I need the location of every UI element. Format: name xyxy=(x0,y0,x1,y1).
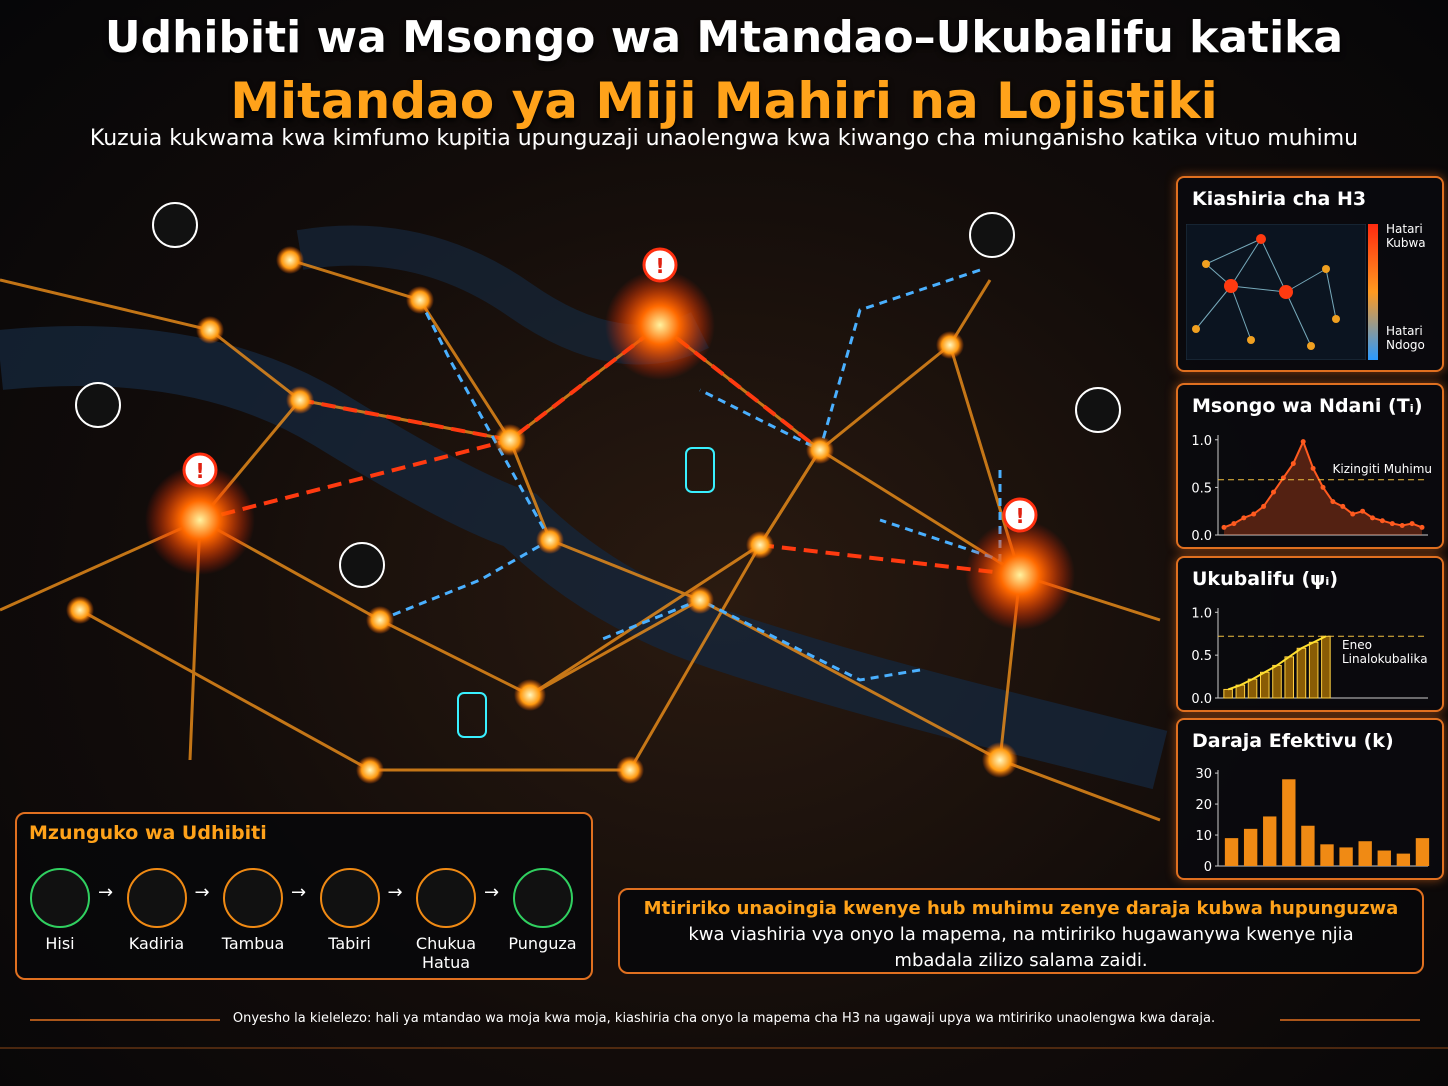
bar xyxy=(1284,656,1294,699)
svg-text:!: ! xyxy=(655,254,664,278)
point xyxy=(1340,503,1346,509)
chart-panel: Daraja Efektivu (k) 0 10 20 30 xyxy=(1176,718,1444,880)
svg-text:!: ! xyxy=(195,459,204,483)
y-tick-label: 20 xyxy=(1195,798,1212,813)
step-icon xyxy=(512,868,573,928)
trend-line xyxy=(1227,635,1327,691)
y-tick-label: 0.5 xyxy=(1191,649,1212,664)
y-tick-label: 0 xyxy=(1204,860,1212,875)
point xyxy=(1360,508,1366,514)
bar xyxy=(1296,647,1307,699)
bar xyxy=(1415,838,1430,866)
panel-title: Ukubalifu (ψᵢ) xyxy=(1192,568,1339,590)
point xyxy=(1379,518,1385,524)
callout-highlight: Mtiririko unaoingia kwenye hub muhimu ze… xyxy=(643,898,1399,919)
bar xyxy=(1377,850,1391,866)
point xyxy=(1350,511,1356,517)
bar xyxy=(1301,825,1315,866)
subtitle: Kuzuia kukwama kwa kimfumo kupitia upung… xyxy=(89,126,1359,151)
panel-title: Kiashiria cha H3 xyxy=(1192,188,1367,210)
mini-chart: 0 10 20 30 xyxy=(1195,767,1430,875)
step-icon xyxy=(416,868,476,928)
bar xyxy=(1260,671,1270,699)
point xyxy=(1261,503,1267,509)
title-line-2: Mitandao ya Miji Mahiri na Lojistiki xyxy=(230,72,1218,130)
point xyxy=(1370,515,1375,521)
h3-network xyxy=(1186,224,1366,360)
y-tick-label: 1.0 xyxy=(1191,434,1212,449)
panel-title: Msongo wa Ndani (Tᵢ) xyxy=(1192,395,1423,417)
point xyxy=(1399,522,1405,528)
bar xyxy=(1320,844,1334,866)
step-arrow: → xyxy=(387,882,403,903)
point xyxy=(1280,475,1286,481)
callout: Mtiririko unaoingia kwenye hub muhimu ze… xyxy=(618,888,1424,974)
step-label: Hisi xyxy=(45,934,75,953)
point xyxy=(1409,521,1415,527)
step-icon xyxy=(126,868,187,928)
mini-chart: 0.0 0.5 1.0 xyxy=(1191,434,1428,544)
mini-chart: 0.0 0.5 1.0 xyxy=(1191,606,1428,707)
step-icon xyxy=(223,868,283,928)
bar xyxy=(1396,853,1411,866)
step-icon xyxy=(30,868,90,928)
point xyxy=(1300,439,1306,445)
bar xyxy=(1243,828,1258,866)
bar xyxy=(1358,841,1372,866)
bar xyxy=(1263,816,1277,866)
point xyxy=(1241,515,1247,521)
control-loop: Mzunguko wa Udhibiti Hisi → Kadiria → Tambua… xyxy=(15,812,593,980)
title-line-1: Udhibiti wa Msongo wa Mtandao–Ukubalifu … xyxy=(104,12,1344,63)
step-label: Tambua xyxy=(221,934,285,953)
point xyxy=(1419,524,1425,530)
bar xyxy=(1339,847,1353,866)
footer: Onyesho la kielelezo: hali ya mtandao wa… xyxy=(232,1011,1216,1026)
point xyxy=(1251,511,1257,517)
threshold-label: Eneo Linalokubalika xyxy=(1342,638,1428,667)
point xyxy=(1221,524,1227,530)
chart-panel: Ukubalifu (ψᵢ) 0.0 0.5 1.0 Eneo Linalokubali… xyxy=(1176,556,1444,712)
high-risk-label: Hatari Kubwa xyxy=(1386,222,1426,250)
point xyxy=(1389,521,1395,527)
bar xyxy=(1247,678,1258,699)
point xyxy=(1310,465,1316,471)
y-tick-label: 1.0 xyxy=(1191,606,1212,621)
chart-panel: Msongo wa Ndani (Tᵢ) 0.0 0.5 1.0 Kizingiti M… xyxy=(1176,383,1444,549)
panel-title: Daraja Efektivu (k) xyxy=(1192,730,1394,752)
point xyxy=(1271,489,1276,495)
y-tick-label: 0.0 xyxy=(1191,529,1212,544)
bar xyxy=(1272,664,1282,699)
bar xyxy=(1224,838,1239,866)
risk-gradient xyxy=(1368,224,1378,360)
y-tick-label: 0.0 xyxy=(1191,692,1212,707)
point xyxy=(1231,521,1237,527)
step-label: Chukua Hatua xyxy=(415,934,477,972)
callout-text: kwa viashiria vya onyo la mapema, na mti… xyxy=(688,924,1354,971)
step-arrow: → xyxy=(194,882,210,903)
y-tick-label: 0.5 xyxy=(1191,481,1212,496)
h3-panel: Kiashiria cha H3 Hatari Kubwa Hatari Ndo… xyxy=(1176,176,1444,372)
step-label: Punguza xyxy=(508,934,577,953)
point xyxy=(1290,461,1296,467)
y-tick-label: 30 xyxy=(1195,767,1212,782)
bar xyxy=(1321,635,1331,699)
point xyxy=(1320,484,1326,490)
y-tick-label: 10 xyxy=(1195,829,1212,844)
step-label: Kadiria xyxy=(128,934,185,953)
low-risk-label: Hatari Ndogo xyxy=(1386,324,1425,352)
loop-title: Mzunguko wa Udhibiti xyxy=(29,822,267,844)
threshold-label: Kizingiti Muhimu xyxy=(1332,461,1432,476)
step-arrow: → xyxy=(98,882,114,903)
step-label: Tabiri xyxy=(328,934,371,953)
step-arrow: → xyxy=(291,882,307,903)
step-arrow: → xyxy=(484,882,500,903)
svg-text:!: ! xyxy=(1015,504,1024,528)
bar xyxy=(1282,779,1296,866)
point xyxy=(1330,499,1336,505)
bar xyxy=(1223,688,1233,699)
step-icon xyxy=(319,868,380,928)
bar xyxy=(1308,641,1319,699)
